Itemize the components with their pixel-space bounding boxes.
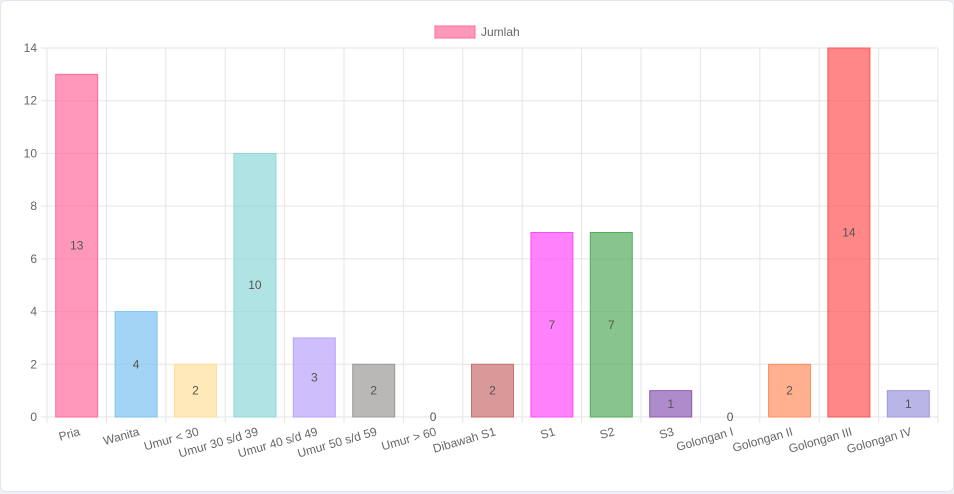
x-tick-label: Golongan II bbox=[731, 424, 795, 455]
data-label: 2 bbox=[370, 384, 377, 398]
data-label: 0 bbox=[727, 410, 734, 424]
bar bbox=[174, 363, 217, 418]
y-tick-label: 14 bbox=[24, 41, 38, 55]
y-tick-label: 2 bbox=[30, 357, 37, 371]
bar bbox=[768, 363, 811, 418]
data-label: 3 bbox=[311, 370, 318, 384]
x-tick-label: Wanita bbox=[102, 424, 142, 448]
x-tick-label: Golongan I bbox=[675, 424, 735, 454]
y-tick-label: 10 bbox=[24, 146, 38, 160]
data-label: 0 bbox=[430, 410, 437, 424]
x-tick-label: Dibawah S1 bbox=[431, 424, 497, 455]
x-tick-label: Umur > 60 bbox=[380, 424, 438, 453]
data-label: 4 bbox=[133, 357, 140, 371]
data-label: 2 bbox=[192, 384, 199, 398]
bar bbox=[114, 311, 158, 418]
data-label: 2 bbox=[786, 384, 793, 398]
data-label: 13 bbox=[70, 239, 84, 253]
y-tick-label: 0 bbox=[30, 410, 37, 424]
bar bbox=[55, 73, 99, 418]
x-tick-label: Golongan III bbox=[787, 424, 854, 455]
y-tick-label: 4 bbox=[30, 305, 37, 319]
legend-swatch bbox=[434, 25, 476, 39]
bar bbox=[886, 390, 930, 418]
x-tick-label: Golongan IV bbox=[845, 424, 913, 456]
data-label: 1 bbox=[905, 397, 912, 411]
y-tick-label: 8 bbox=[30, 199, 37, 213]
x-tick-label: Pria bbox=[57, 424, 82, 443]
bar bbox=[292, 337, 336, 418]
data-label: 1 bbox=[667, 397, 674, 411]
bar bbox=[530, 232, 574, 418]
x-tick-label: S3 bbox=[658, 424, 676, 442]
legend-label: Jumlah bbox=[481, 25, 520, 39]
bar bbox=[233, 152, 277, 418]
bar bbox=[649, 390, 693, 418]
data-label: 14 bbox=[842, 226, 856, 240]
bar bbox=[589, 232, 633, 418]
bar bbox=[827, 47, 871, 418]
bar bbox=[471, 363, 514, 418]
data-label: 7 bbox=[608, 318, 615, 332]
y-tick-label: 12 bbox=[24, 94, 38, 108]
data-label: 7 bbox=[549, 318, 556, 332]
bar bbox=[352, 363, 396, 418]
x-tick-label: S2 bbox=[598, 424, 616, 442]
data-label: 2 bbox=[489, 384, 496, 398]
y-tick-label: 6 bbox=[30, 252, 37, 266]
x-tick-label: S1 bbox=[539, 424, 557, 442]
data-label: 10 bbox=[248, 278, 262, 292]
